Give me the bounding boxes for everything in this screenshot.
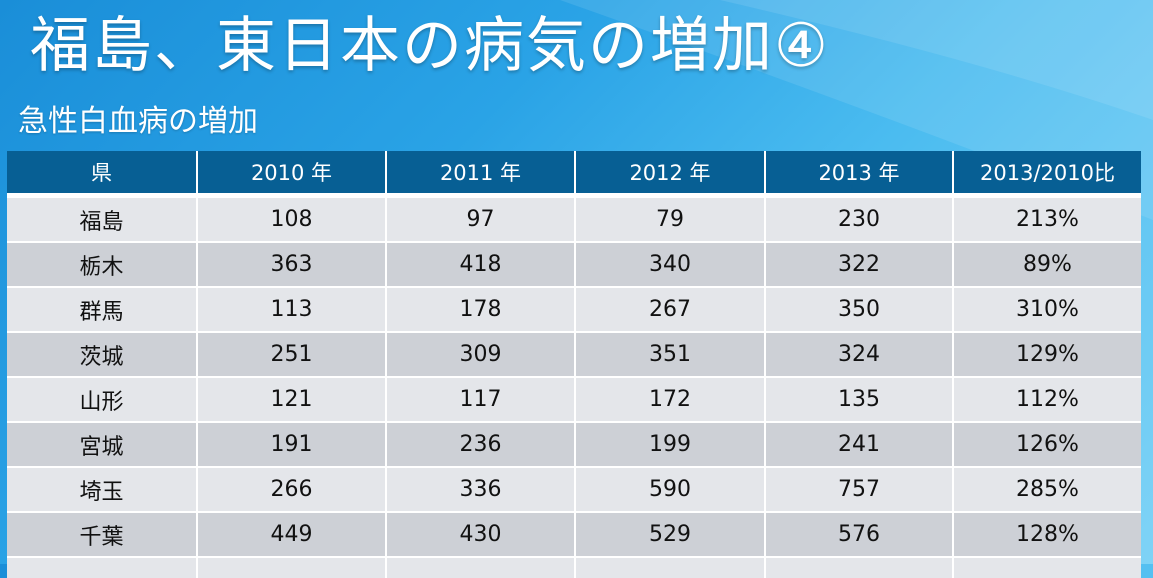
cell-2013: 241 [764, 421, 952, 466]
table-header-row: 県 2010 年 2011 年 2012 年 2013 年 2013/2010比 [7, 151, 1141, 196]
cell-ratio: 310% [952, 286, 1141, 331]
cell-ratio: 213% [952, 196, 1141, 241]
cell-2010: 266 [196, 466, 385, 511]
leukemia-table: 県 2010 年 2011 年 2012 年 2013 年 2013/2010比… [7, 151, 1141, 578]
cell-2010: 108 [196, 196, 385, 241]
cell-2011: 97 [385, 196, 574, 241]
cell-2011: 418 [385, 241, 574, 286]
cell-2013: 350 [764, 286, 952, 331]
table-row: 群馬 113 178 267 350 310% [7, 286, 1141, 331]
cell-2010: 449 [196, 511, 385, 556]
cell-2011: 178 [385, 286, 574, 331]
cell-prefecture: 茨城 [7, 331, 196, 376]
slide-title: 福島、東日本の病気の増加④ [30, 4, 830, 88]
cell-2012: 529 [574, 511, 764, 556]
cell-2013: 324 [764, 331, 952, 376]
cell-2012: 267 [574, 286, 764, 331]
cell-2011: 309 [385, 331, 574, 376]
cell-2010: 191 [196, 421, 385, 466]
table-row: 茨城 251 309 351 324 129% [7, 331, 1141, 376]
cell-ratio: 126% [952, 421, 1141, 466]
table-row: 福島 108 97 79 230 213% [7, 196, 1141, 241]
cell-empty [764, 556, 952, 578]
cell-ratio: 112% [952, 376, 1141, 421]
cell-ratio: 129% [952, 331, 1141, 376]
cell-2012: 351 [574, 331, 764, 376]
header-prefecture: 県 [7, 151, 196, 196]
cell-empty [7, 556, 196, 578]
cell-2013: 135 [764, 376, 952, 421]
cell-prefecture: 埼玉 [7, 466, 196, 511]
cell-2012: 172 [574, 376, 764, 421]
header-2010: 2010 年 [196, 151, 385, 196]
cell-2011: 236 [385, 421, 574, 466]
cell-2012: 590 [574, 466, 764, 511]
slide-subtitle: 急性白血病の増加 [18, 100, 258, 144]
header-2013: 2013 年 [764, 151, 952, 196]
cell-2013: 230 [764, 196, 952, 241]
table-row-partial [7, 556, 1141, 578]
cell-2012: 340 [574, 241, 764, 286]
cell-empty [952, 556, 1141, 578]
cell-2012: 79 [574, 196, 764, 241]
table-row: 山形 121 117 172 135 112% [7, 376, 1141, 421]
cell-prefecture: 千葉 [7, 511, 196, 556]
cell-2013: 576 [764, 511, 952, 556]
cell-prefecture: 山形 [7, 376, 196, 421]
header-2011: 2011 年 [385, 151, 574, 196]
cell-2010: 121 [196, 376, 385, 421]
cell-empty [385, 556, 574, 578]
cell-2013: 322 [764, 241, 952, 286]
cell-empty [574, 556, 764, 578]
cell-2013: 757 [764, 466, 952, 511]
cell-ratio: 89% [952, 241, 1141, 286]
cell-prefecture: 群馬 [7, 286, 196, 331]
cell-2010: 113 [196, 286, 385, 331]
table-row: 千葉 449 430 529 576 128% [7, 511, 1141, 556]
cell-prefecture: 栃木 [7, 241, 196, 286]
cell-2011: 117 [385, 376, 574, 421]
cell-2011: 336 [385, 466, 574, 511]
table-row: 埼玉 266 336 590 757 285% [7, 466, 1141, 511]
cell-prefecture: 福島 [7, 196, 196, 241]
cell-2010: 251 [196, 331, 385, 376]
cell-ratio: 128% [952, 511, 1141, 556]
header-2012: 2012 年 [574, 151, 764, 196]
header-ratio: 2013/2010比 [952, 151, 1141, 196]
table-row: 栃木 363 418 340 322 89% [7, 241, 1141, 286]
table-row: 宮城 191 236 199 241 126% [7, 421, 1141, 466]
cell-ratio: 285% [952, 466, 1141, 511]
cell-empty [196, 556, 385, 578]
cell-2011: 430 [385, 511, 574, 556]
cell-2012: 199 [574, 421, 764, 466]
cell-2010: 363 [196, 241, 385, 286]
cell-prefecture: 宮城 [7, 421, 196, 466]
